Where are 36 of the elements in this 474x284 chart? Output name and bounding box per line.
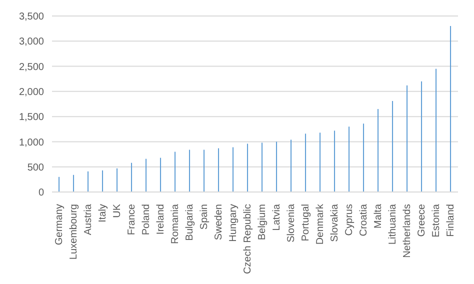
y-tick-label: 1,500 — [18, 112, 44, 124]
y-tick-label: 3,000 — [18, 36, 44, 48]
y-tick-label: 3,500 — [18, 12, 44, 23]
x-tick-label: Czech Republic — [242, 204, 254, 274]
x-tick-label: Luxembourg — [68, 204, 80, 260]
x-tick-label: Romania — [170, 204, 181, 244]
y-tick-label: 500 — [27, 162, 44, 174]
x-tick-label: Netherlands — [402, 204, 413, 258]
x-tick-label: UK — [112, 204, 123, 218]
x-tick-label: Denmark — [314, 203, 326, 245]
x-tick-label: Lithuania — [387, 204, 398, 245]
x-tick-label: Cyprus — [344, 204, 355, 236]
x-tick-label: Sweden — [213, 204, 224, 240]
x-tick-label: Croatia — [358, 204, 370, 236]
x-tick-label: Estonia — [430, 204, 442, 238]
x-tick-label: Belgium — [256, 204, 268, 240]
x-tick-label: Poland — [140, 204, 152, 236]
x-tick-label: Hungary — [228, 204, 239, 242]
x-tick-label: Slovenia — [286, 204, 297, 242]
x-tick-label: Slovakia — [329, 204, 340, 242]
y-tick-label: 0 — [38, 188, 44, 199]
y-tick-label: 1,000 — [18, 137, 44, 148]
x-tick-label: Greece — [416, 204, 428, 237]
x-tick-label: Austria — [82, 204, 94, 236]
x-tick-label: Bulgaria — [184, 204, 196, 241]
x-tick-label: Italy — [97, 204, 108, 222]
y-tick-label: 2,500 — [18, 62, 44, 73]
x-tick-label: Spain — [198, 204, 210, 230]
x-tick-label: France — [126, 204, 138, 236]
x-tick-label: Malta — [372, 204, 384, 228]
x-tick-label: Ireland — [155, 204, 166, 235]
y-tick-label: 2,000 — [18, 86, 44, 98]
x-tick-label: Germany — [54, 204, 65, 246]
x-tick-label: Finland — [445, 204, 456, 237]
x-tick-label: Portugal — [300, 204, 312, 242]
x-tick-label: Latvia — [271, 204, 282, 231]
